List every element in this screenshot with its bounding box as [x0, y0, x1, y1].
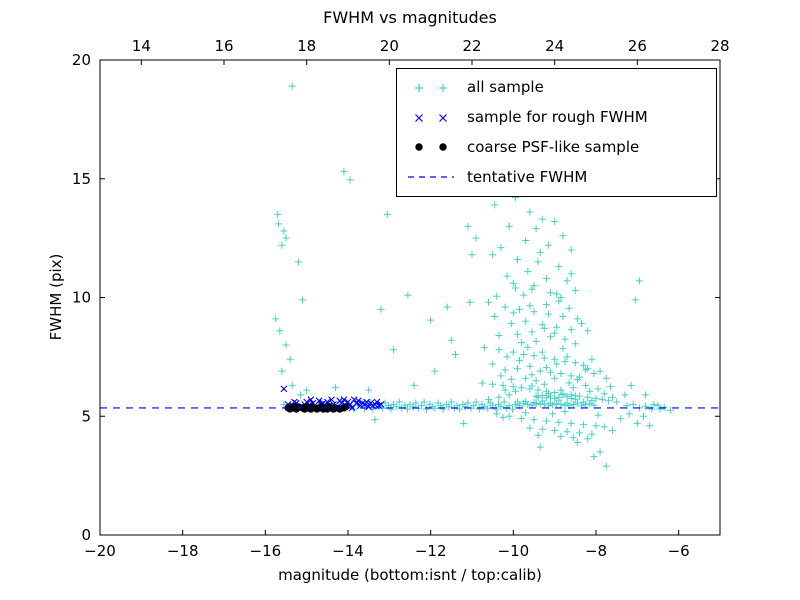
svg-text:−8: −8 — [585, 542, 607, 560]
svg-text:26: 26 — [628, 37, 647, 55]
svg-text:−20: −20 — [84, 542, 116, 560]
svg-text:5: 5 — [81, 407, 91, 425]
legend-item-all-sample: all sample — [405, 77, 708, 99]
svg-text:0: 0 — [81, 526, 91, 544]
svg-text:22: 22 — [462, 37, 481, 55]
dashed-line-icon — [405, 166, 457, 188]
svg-text:18: 18 — [297, 37, 316, 55]
svg-text:10: 10 — [72, 289, 91, 307]
svg-text:−18: −18 — [167, 542, 199, 560]
svg-text:15: 15 — [72, 170, 91, 188]
legend-label: sample for rough FWHM — [467, 108, 648, 127]
plus-marker-icon — [405, 77, 457, 99]
svg-text:20: 20 — [380, 37, 399, 55]
x-marker-icon — [405, 107, 457, 129]
svg-text:−14: −14 — [332, 542, 364, 560]
svg-text:−16: −16 — [250, 542, 282, 560]
legend-item-psf-sample: coarse PSF-like sample — [405, 136, 708, 158]
x-axis-label: magnitude (bottom:isnt / top:calib) — [278, 566, 542, 584]
chart-title: FWHM vs magnitudes — [323, 8, 497, 27]
legend-label: coarse PSF-like sample — [467, 137, 640, 156]
legend-item-tentative-fwhm: tentative FWHM — [405, 166, 708, 188]
svg-text:24: 24 — [545, 37, 564, 55]
legend-label: tentative FWHM — [467, 167, 588, 186]
legend-label: all sample — [467, 78, 544, 97]
y-axis-ticks: 0 5 10 15 20 — [72, 51, 720, 544]
x-axis-bottom-ticks: −20 −18 −16 −14 −12 −10 −8 −6 — [84, 530, 690, 560]
svg-text:28: 28 — [710, 37, 729, 55]
svg-text:20: 20 — [72, 51, 91, 69]
x-axis-top-ticks: 14 16 18 20 22 24 26 28 — [132, 37, 730, 65]
legend: all sample sample for rough FWHM coarse … — [396, 68, 717, 197]
legend-item-rough-fwhm: sample for rough FWHM — [405, 107, 708, 129]
svg-text:−6: −6 — [668, 542, 690, 560]
svg-text:16: 16 — [214, 37, 233, 55]
svg-text:14: 14 — [132, 37, 151, 55]
svg-text:−12: −12 — [415, 542, 447, 560]
svg-text:−10: −10 — [498, 542, 530, 560]
dot-marker-icon — [405, 136, 457, 158]
